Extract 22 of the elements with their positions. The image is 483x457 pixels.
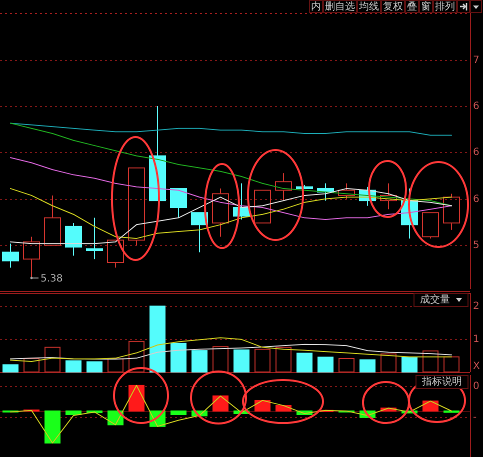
button: 排列 <box>433 0 457 13</box>
axis-note: 7 <box>473 55 480 66</box>
panel-title: 成交量 <box>414 293 468 307</box>
axis-note: 5 <box>473 240 480 251</box>
axis-note: 6 <box>473 194 480 205</box>
axis-note: 0 <box>473 381 480 392</box>
axis-note: 6 <box>473 147 480 158</box>
annotation: 5.38 <box>40 274 63 284</box>
chart-title: 成交量 <box>420 294 450 306</box>
y-tick-label: 2 <box>473 301 480 312</box>
panel-title: 指标说明 <box>416 375 468 389</box>
button: 叠 <box>405 0 419 13</box>
button: 删自选 <box>323 0 357 13</box>
axis-note: 6 <box>473 101 480 112</box>
axis-note: X <box>473 361 480 372</box>
chart-title: 指标说明 <box>421 376 462 388</box>
y-tick-label: 1 <box>473 334 480 345</box>
button: 内 <box>309 0 323 13</box>
button: 均线 <box>357 0 381 13</box>
axis-note: - <box>473 412 477 423</box>
button: 窗 <box>419 0 433 13</box>
button: 复权 <box>381 0 405 13</box>
